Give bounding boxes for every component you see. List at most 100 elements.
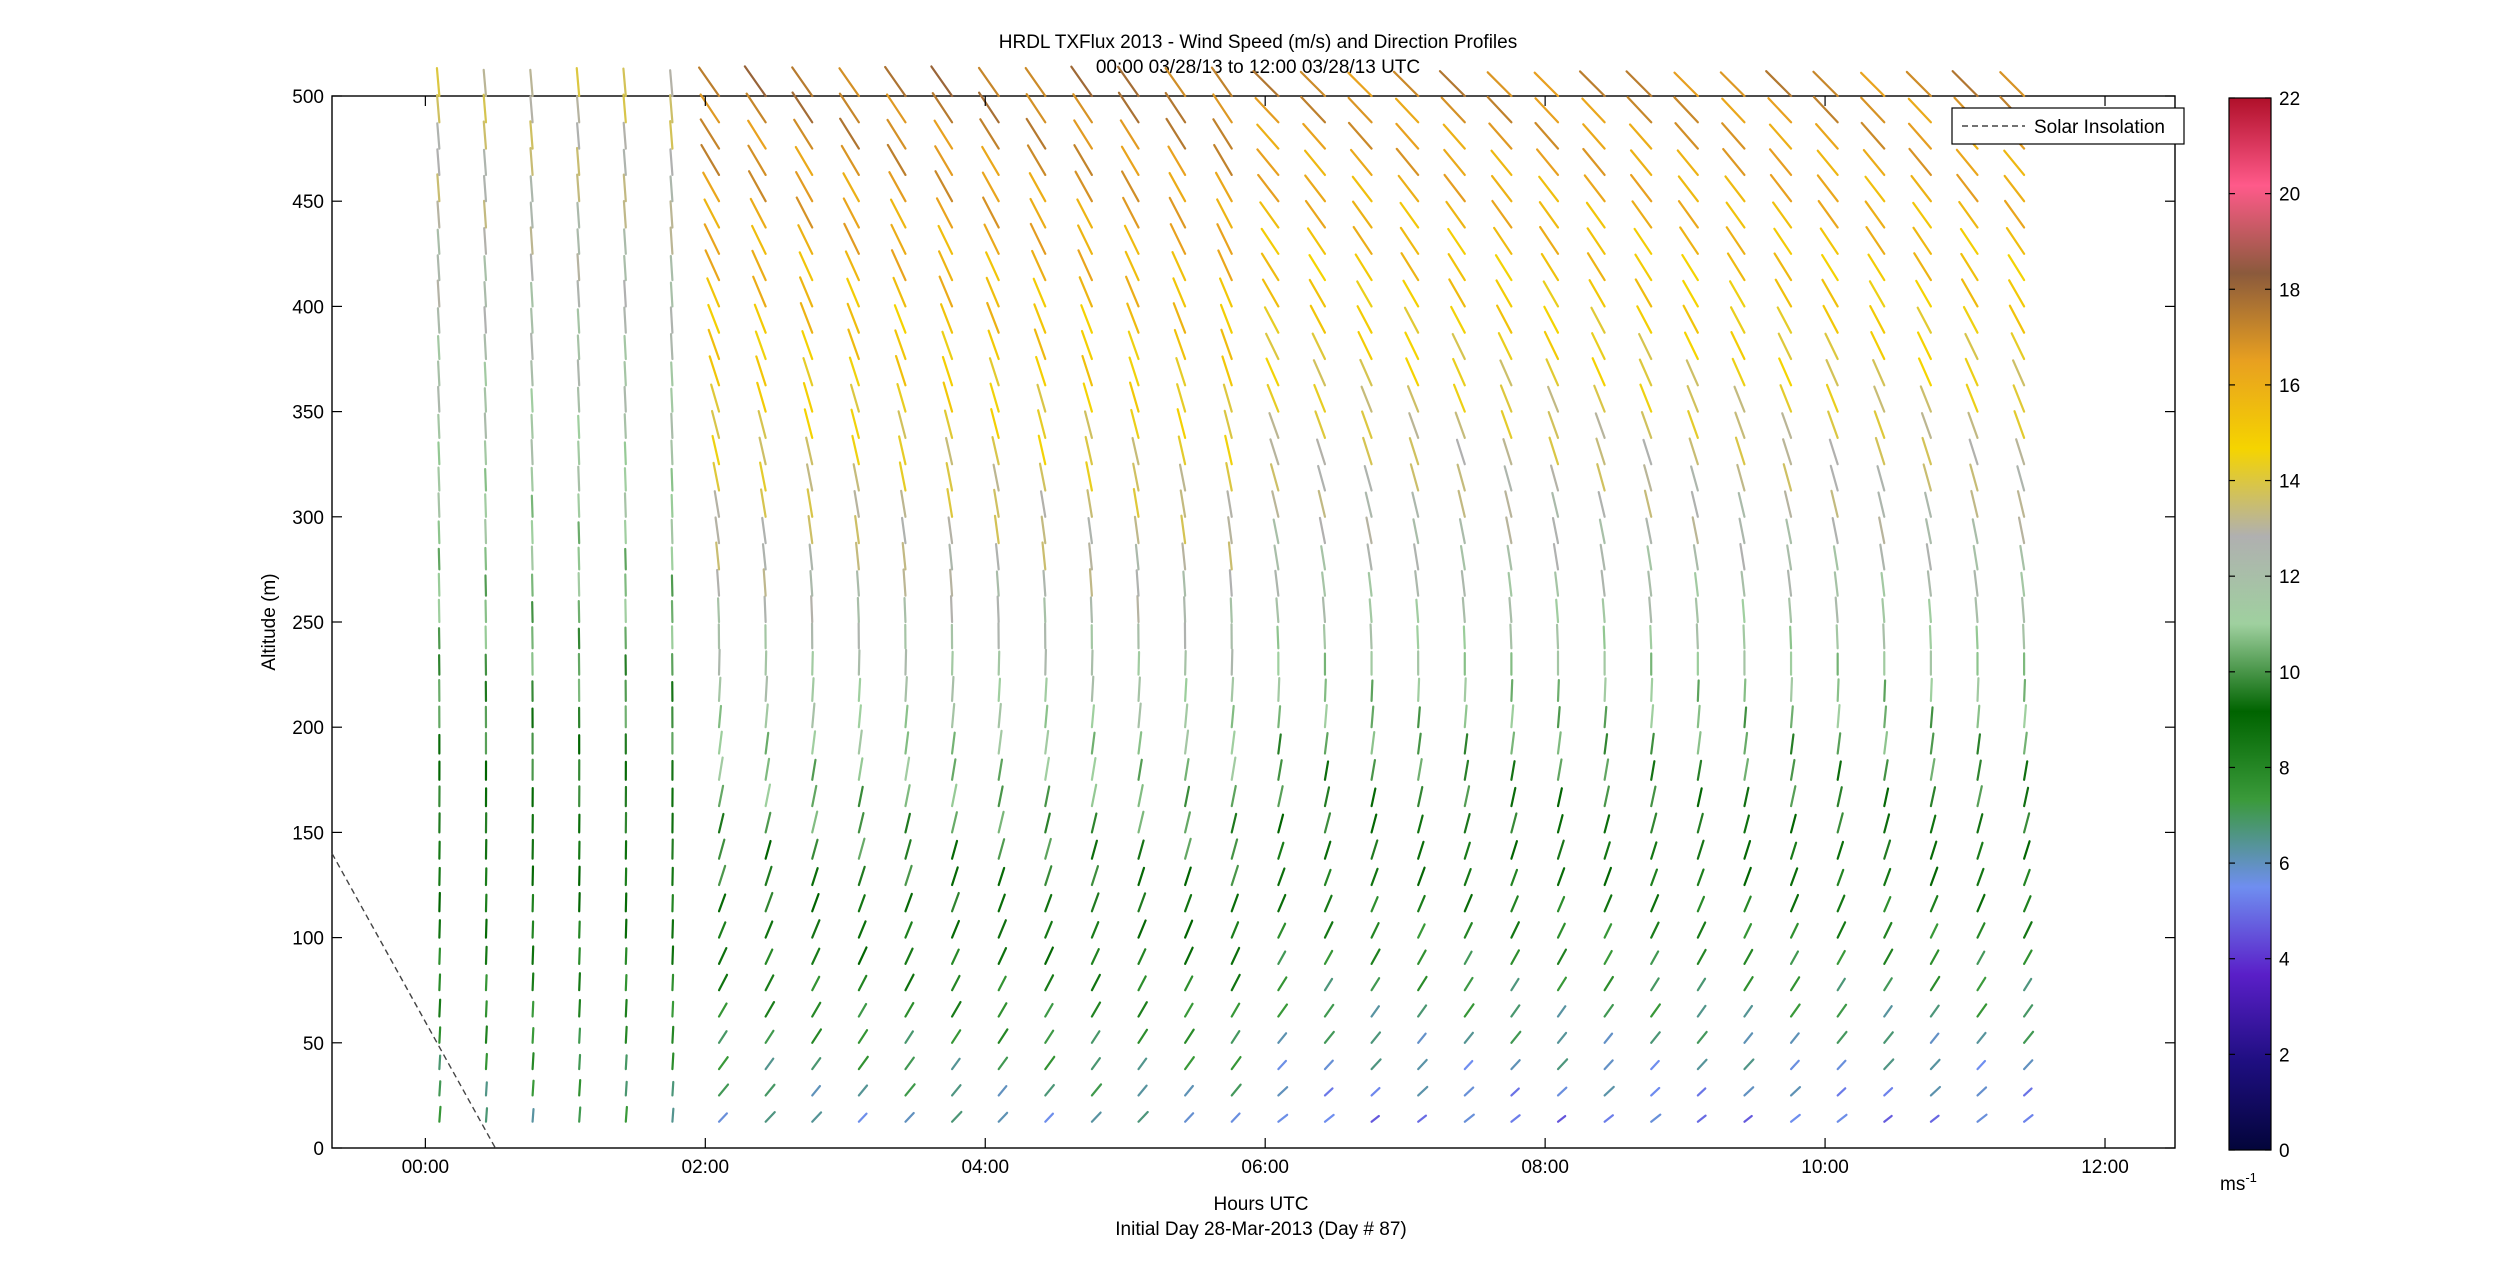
wind-arrow	[950, 1057, 961, 1071]
wind-arrow	[1929, 866, 1939, 887]
wind-arrow	[1912, 201, 1932, 229]
wind-arrow	[811, 947, 821, 966]
wind-arrow	[1603, 1032, 1614, 1044]
wind-arrow	[530, 466, 534, 492]
wind-arrow	[438, 947, 442, 966]
wind-arrow	[1510, 895, 1519, 913]
wind-arrow	[1556, 895, 1566, 913]
wind-arrow	[1594, 412, 1606, 439]
wind-arrow	[1929, 758, 1936, 781]
wind-arrow	[842, 172, 860, 203]
wind-arrow	[764, 1057, 775, 1071]
wind-arrow	[1184, 1084, 1194, 1097]
wind-arrow	[2016, 490, 2026, 518]
wind-arrow	[1131, 436, 1140, 466]
wind-arrow	[898, 461, 907, 492]
wind-arrow	[484, 918, 488, 939]
wind-arrow	[531, 1079, 535, 1097]
wind-arrow	[1631, 200, 1653, 229]
wind-arrow	[1137, 810, 1145, 834]
wind-arrow	[805, 436, 814, 466]
wind-arrow	[1556, 922, 1566, 939]
wind-arrow	[1976, 813, 1984, 834]
wind-arrow	[484, 1025, 488, 1044]
wind-arrow	[1907, 97, 1932, 124]
wind-arrow	[1090, 921, 1100, 939]
wind-arrow	[1690, 490, 1699, 518]
wind-arrow	[1266, 383, 1280, 413]
wind-arrow	[1696, 977, 1707, 992]
wind-arrow	[1789, 677, 1794, 703]
wind-arrow	[1370, 977, 1381, 992]
wind-arrow	[1417, 1058, 1428, 1071]
wind-arrow	[1417, 1114, 1428, 1123]
wind-arrow	[577, 572, 581, 597]
wind-arrow	[1026, 144, 1047, 176]
wind-arrow	[1722, 147, 1746, 176]
wind-arrow	[1743, 1004, 1754, 1018]
wind-arrow	[1859, 71, 1886, 98]
wind-arrow	[1913, 252, 1932, 282]
wind-arrow	[1782, 463, 1793, 492]
wind-arrow	[764, 865, 773, 887]
wind-arrow	[1545, 358, 1560, 387]
x-tick-label: 10:00	[1801, 1157, 1849, 1178]
wind-arrow	[1879, 543, 1886, 571]
wind-arrow	[1836, 760, 1842, 781]
wind-arrow	[624, 918, 628, 939]
chart-title: HRDL TXFlux 2013 - Wind Speed (m/s) and …	[999, 32, 1517, 53]
wind-arrow	[1743, 923, 1753, 939]
wind-arrow	[1136, 594, 1140, 624]
wind-arrow	[1184, 649, 1187, 676]
wind-arrow	[710, 383, 721, 413]
wind-arrow	[1929, 1004, 1940, 1018]
wind-arrow	[1883, 839, 1892, 860]
wind-arrow	[1230, 1002, 1241, 1018]
wind-arrow	[529, 120, 534, 150]
wind-arrow	[2023, 812, 2031, 834]
wind-arrow	[1414, 570, 1420, 597]
wind-arrow	[1534, 121, 1560, 150]
wind-arrow	[1400, 252, 1420, 282]
wind-arrow	[1120, 170, 1140, 203]
wind-arrow	[484, 974, 488, 992]
wind-arrow	[854, 541, 860, 571]
wind-arrow	[1836, 1003, 1848, 1018]
wind-arrow	[1674, 122, 1699, 150]
wind-arrow	[1173, 328, 1187, 361]
wind-arrow	[578, 1079, 582, 1097]
wind-arrow	[714, 516, 721, 545]
wind-arrow	[1463, 841, 1471, 860]
wind-arrow	[1308, 278, 1327, 308]
wind-arrow	[937, 224, 954, 255]
wind-arrow	[1772, 201, 1793, 229]
wind-arrow	[1929, 975, 1941, 992]
wind-arrow	[1870, 331, 1886, 361]
wind-arrow	[1916, 331, 1932, 361]
wind-arrow	[761, 516, 767, 545]
wind-arrow	[707, 328, 721, 361]
wind-arrow	[1650, 950, 1660, 966]
wind-arrow	[1090, 1057, 1101, 1071]
wind-arrow	[702, 171, 721, 203]
wind-arrow	[1976, 1003, 1988, 1018]
wind-arrow	[437, 520, 441, 545]
wind-arrow	[1510, 1114, 1521, 1123]
wind-arrow	[716, 597, 721, 624]
wind-arrow	[886, 143, 907, 176]
wind-arrow	[1277, 785, 1284, 808]
wind-arrow	[708, 355, 721, 387]
wind-arrow	[764, 757, 771, 781]
wind-arrow	[1370, 1058, 1382, 1071]
wind-arrow	[838, 67, 860, 98]
wind-arrow	[1090, 865, 1100, 887]
wind-arrow	[1973, 569, 1979, 597]
wind-arrow	[1044, 946, 1054, 966]
wind-arrow	[1510, 921, 1520, 939]
wind-arrow	[1090, 704, 1096, 729]
wind-arrow	[1230, 676, 1235, 703]
wind-arrow	[1929, 949, 1940, 966]
wind-arrow	[670, 361, 674, 387]
wind-arrow	[1090, 948, 1100, 966]
wind-arrow	[706, 277, 721, 308]
